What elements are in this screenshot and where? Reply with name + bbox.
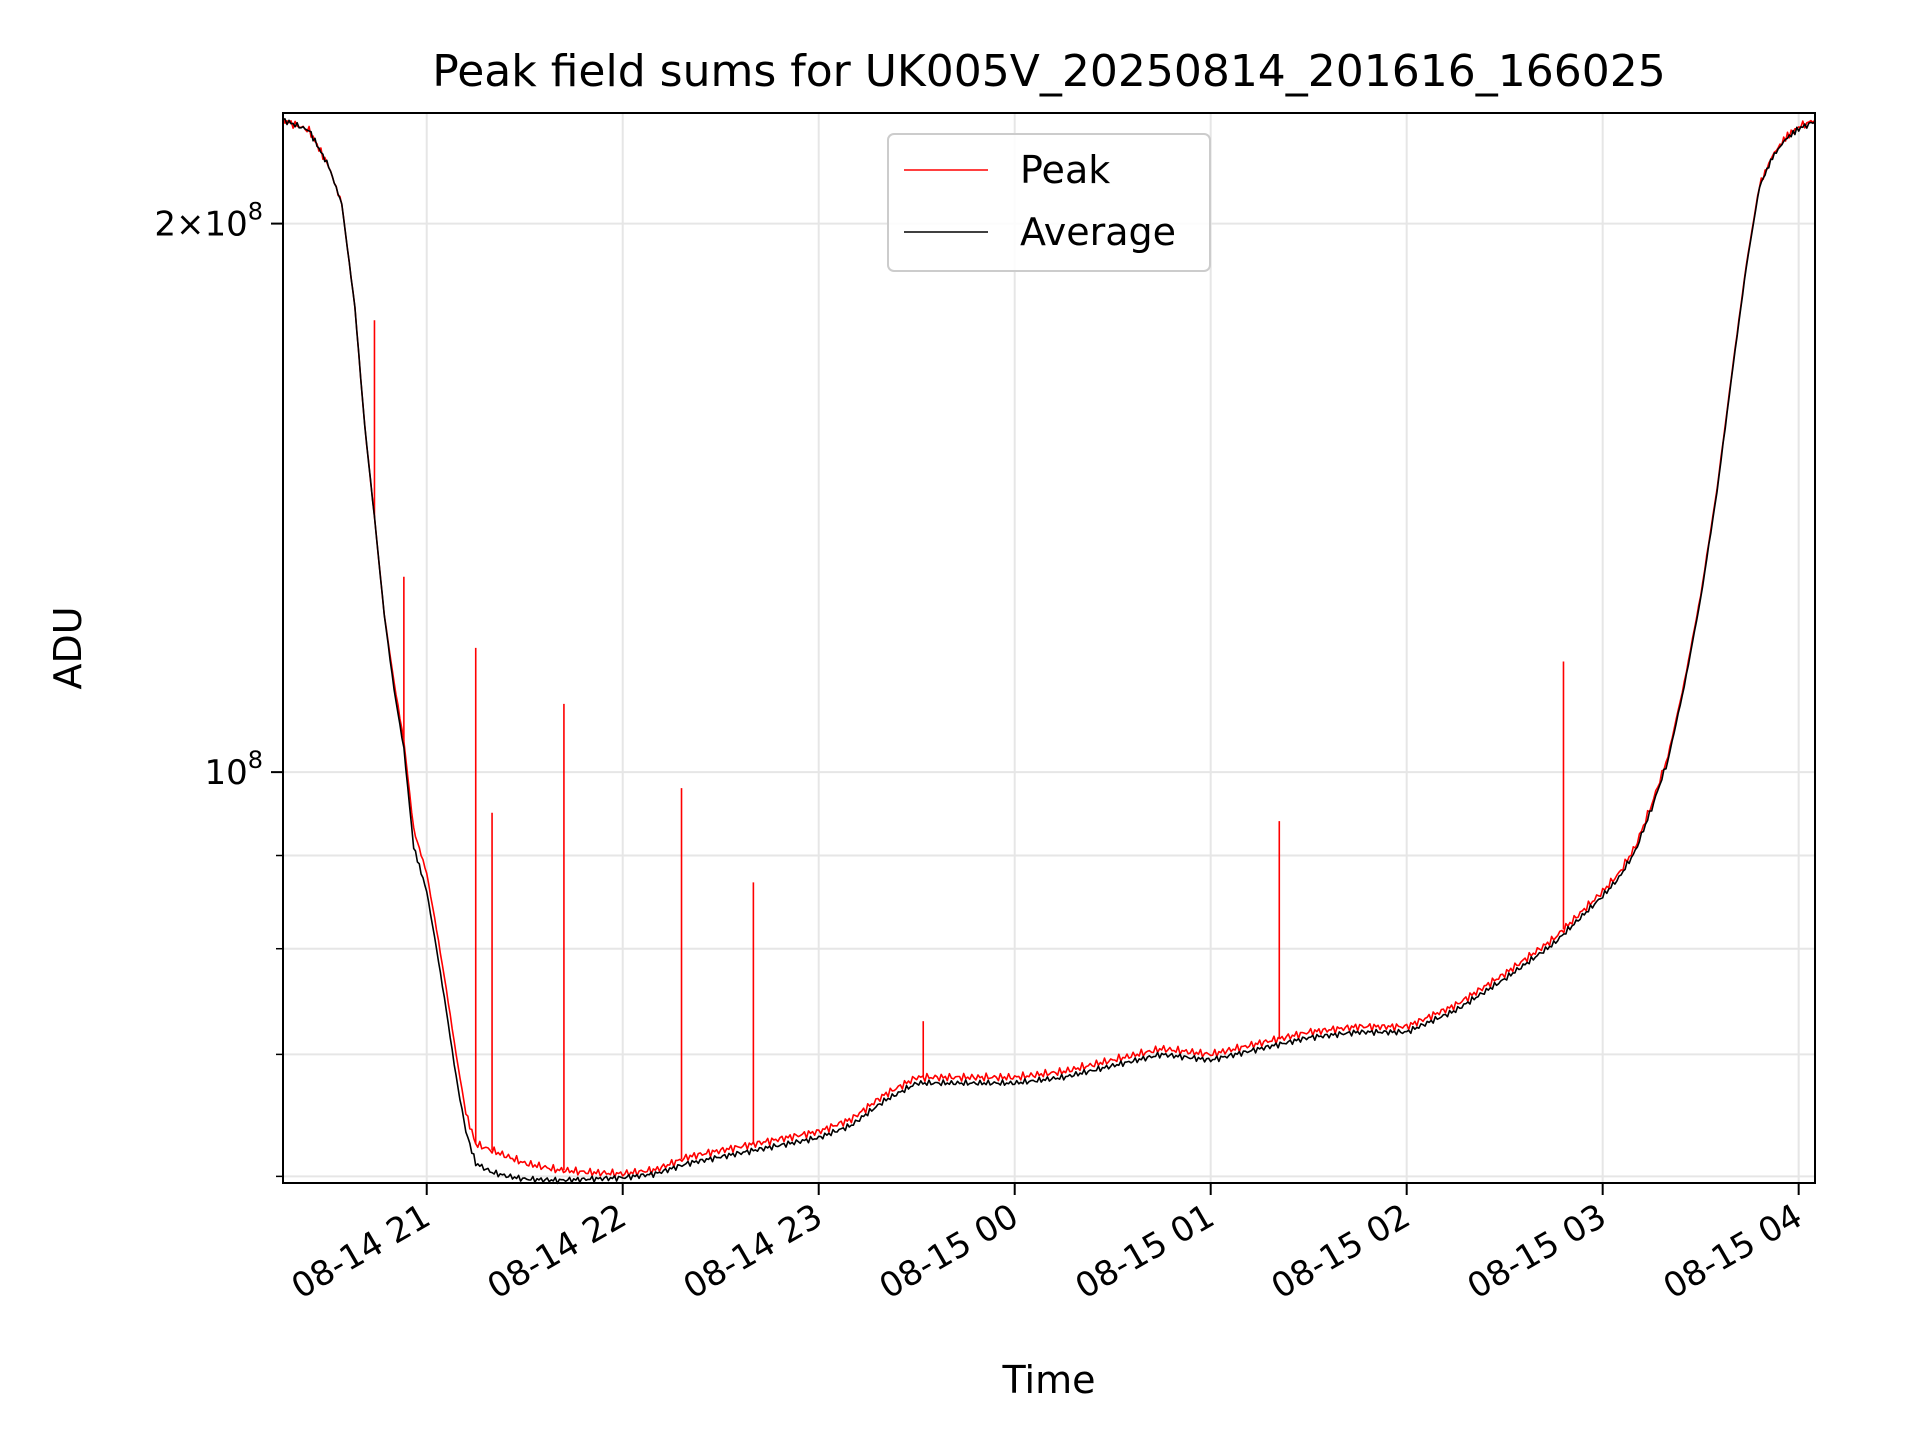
x-tick-label: 08-15 03 — [1461, 1196, 1613, 1307]
legend-label-peak: Peak — [1020, 148, 1110, 192]
x-tick-label: 08-15 04 — [1657, 1196, 1809, 1307]
x-axis-label: Time — [1002, 1358, 1096, 1402]
x-tick-label: 08-14 23 — [677, 1196, 829, 1307]
series-average — [282, 118, 1816, 1185]
series-layer — [282, 116, 1816, 1185]
y-tick-base: 10 — [204, 753, 247, 793]
x-tick-label: 08-15 01 — [1069, 1196, 1221, 1307]
ticks: 08-14 21 08-14 22 08-14 23 08-15 00 08-15 01… — [154, 198, 1809, 1308]
plot-frame — [282, 112, 1816, 1184]
legend: Peak Average — [887, 133, 1211, 272]
y-axis-label: ADU — [46, 606, 90, 689]
x-tick-label: 08-15 02 — [1265, 1196, 1417, 1307]
series-line-average — [282, 118, 1816, 1185]
series-line-peak — [282, 116, 1816, 1178]
legend-box — [887, 133, 1211, 272]
y-tick-label: 2×108 — [154, 198, 263, 245]
y-tick-exponent: 8 — [248, 198, 263, 226]
y-tick-label: 108 — [204, 746, 263, 793]
series-peak — [282, 116, 1816, 1178]
chart-title: Peak field sums for UK005V_20250814_2016… — [432, 46, 1665, 97]
legend-label-average: Average — [1020, 210, 1176, 254]
y-tick-exponent: 8 — [248, 746, 263, 774]
x-tick-label: 08-14 22 — [481, 1196, 633, 1307]
x-tick-label: 08-15 00 — [873, 1196, 1025, 1307]
grid — [283, 113, 1815, 1183]
y-tick-base: 2×10 — [154, 205, 247, 245]
x-tick-label: 08-14 21 — [285, 1196, 437, 1307]
